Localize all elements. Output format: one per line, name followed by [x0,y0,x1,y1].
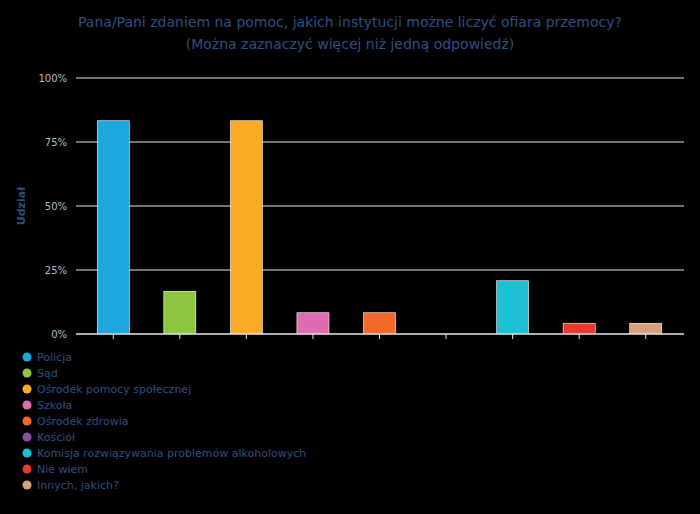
y-tick-label: 75% [45,137,67,148]
grid-line [76,78,684,79]
legend-swatch [23,401,32,410]
legend-label: Innych, jakich? [37,479,119,492]
bar [297,313,329,334]
bar [97,121,129,334]
bar [497,281,529,334]
x-tick [113,334,114,339]
legend-swatch [23,385,32,394]
bar [563,323,595,334]
legend-swatch [23,449,32,458]
legend-swatch [23,353,32,362]
x-tick [645,334,646,339]
x-tick [579,334,580,339]
x-tick [446,334,447,339]
y-tick-label: 25% [45,265,67,276]
legend-swatch [23,433,32,442]
grid-line [76,206,684,207]
bar [164,291,196,334]
background [0,0,700,514]
legend-label: Nie wiem [37,463,88,476]
y-tick-label: 100% [38,73,67,84]
y-tick-label: 50% [45,201,67,212]
x-tick [512,334,513,339]
legend-swatch [23,465,32,474]
legend-swatch [23,417,32,426]
legend-label: Kościół [37,431,76,444]
bar [230,121,262,334]
legend-label: Ośrodek zdrowia [37,415,129,428]
grid-line [76,142,684,143]
y-axis-label: Udział [15,186,28,225]
x-tick [246,334,247,339]
bar [630,323,662,334]
grid-line [76,270,684,271]
legend-label: Sąd [37,367,58,380]
x-tick [179,334,180,339]
x-tick [379,334,380,339]
x-tick [312,334,313,339]
legend-label: Komisja rozwiązywania problemów alkoholo… [37,447,306,460]
y-tick-label: 0% [51,329,67,340]
bars [97,121,661,334]
legend-swatch [23,481,32,490]
legend-label: Policja [37,351,72,364]
chart: Pana/Pani zdaniem na pomoc, jakich insty… [0,0,700,514]
legend-swatch [23,369,32,378]
bar [364,313,396,334]
title: Pana/Pani zdaniem na pomoc, jakich insty… [78,14,622,30]
legend-label: Ośrodek pomocy społecznej [37,383,191,396]
legend-label: Szkoła [37,399,72,412]
subtitle: (Można zaznaczyć więcej niż jedną odpowi… [186,36,515,52]
